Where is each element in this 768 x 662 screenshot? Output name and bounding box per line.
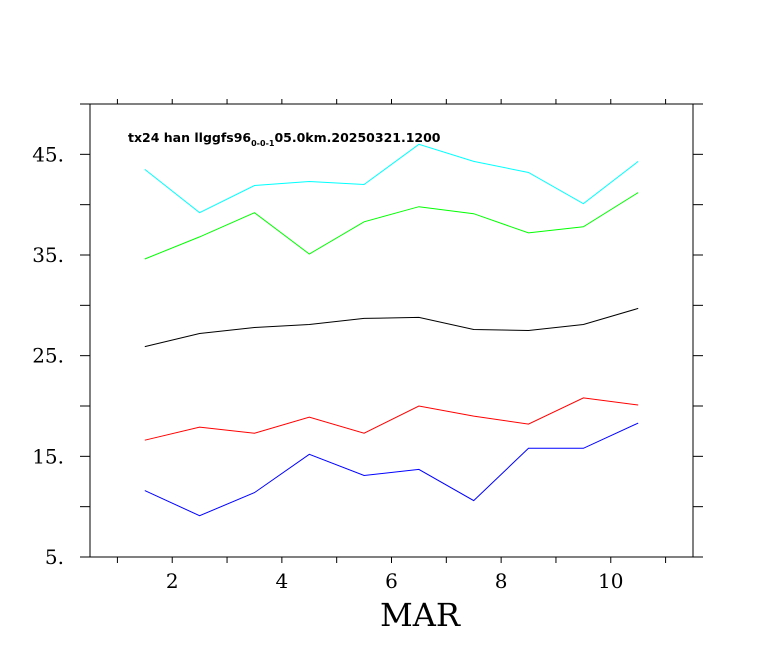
x-tick-label: 8 bbox=[495, 569, 508, 593]
x-tick-label: 6 bbox=[385, 569, 398, 593]
x-tick-label: 4 bbox=[275, 569, 288, 593]
y-tick-label: 15. bbox=[32, 444, 64, 468]
series-line bbox=[144, 143, 639, 214]
series-lines bbox=[144, 143, 639, 517]
chart-title: tx24 han llggfs960-0-105.0km.20250321.12… bbox=[128, 130, 441, 148]
series-line bbox=[144, 422, 639, 517]
x-axis-title: MAR bbox=[380, 596, 461, 634]
y-tick-label: 35. bbox=[32, 243, 64, 267]
y-axis-ticks: 5. 15. 25. 35. 45. bbox=[32, 103, 703, 569]
y-tick-label: 45. bbox=[32, 142, 64, 166]
x-axis-ticks: 2 4 6 8 10 bbox=[116, 99, 667, 593]
series-line bbox=[144, 397, 639, 441]
chart-title-main: tx24 han llggfs96 bbox=[128, 130, 251, 145]
y-tick-label: 5. bbox=[45, 545, 64, 569]
y-tick-label: 25. bbox=[32, 344, 64, 368]
series-line bbox=[144, 192, 639, 260]
chart-title-rest: 05.0km.20250321.1200 bbox=[274, 130, 440, 145]
series-line bbox=[144, 307, 639, 348]
chart-title-subscript: 0-0-1 bbox=[251, 139, 275, 148]
x-tick-label: 10 bbox=[598, 569, 623, 593]
x-tick-label: 2 bbox=[166, 569, 179, 593]
